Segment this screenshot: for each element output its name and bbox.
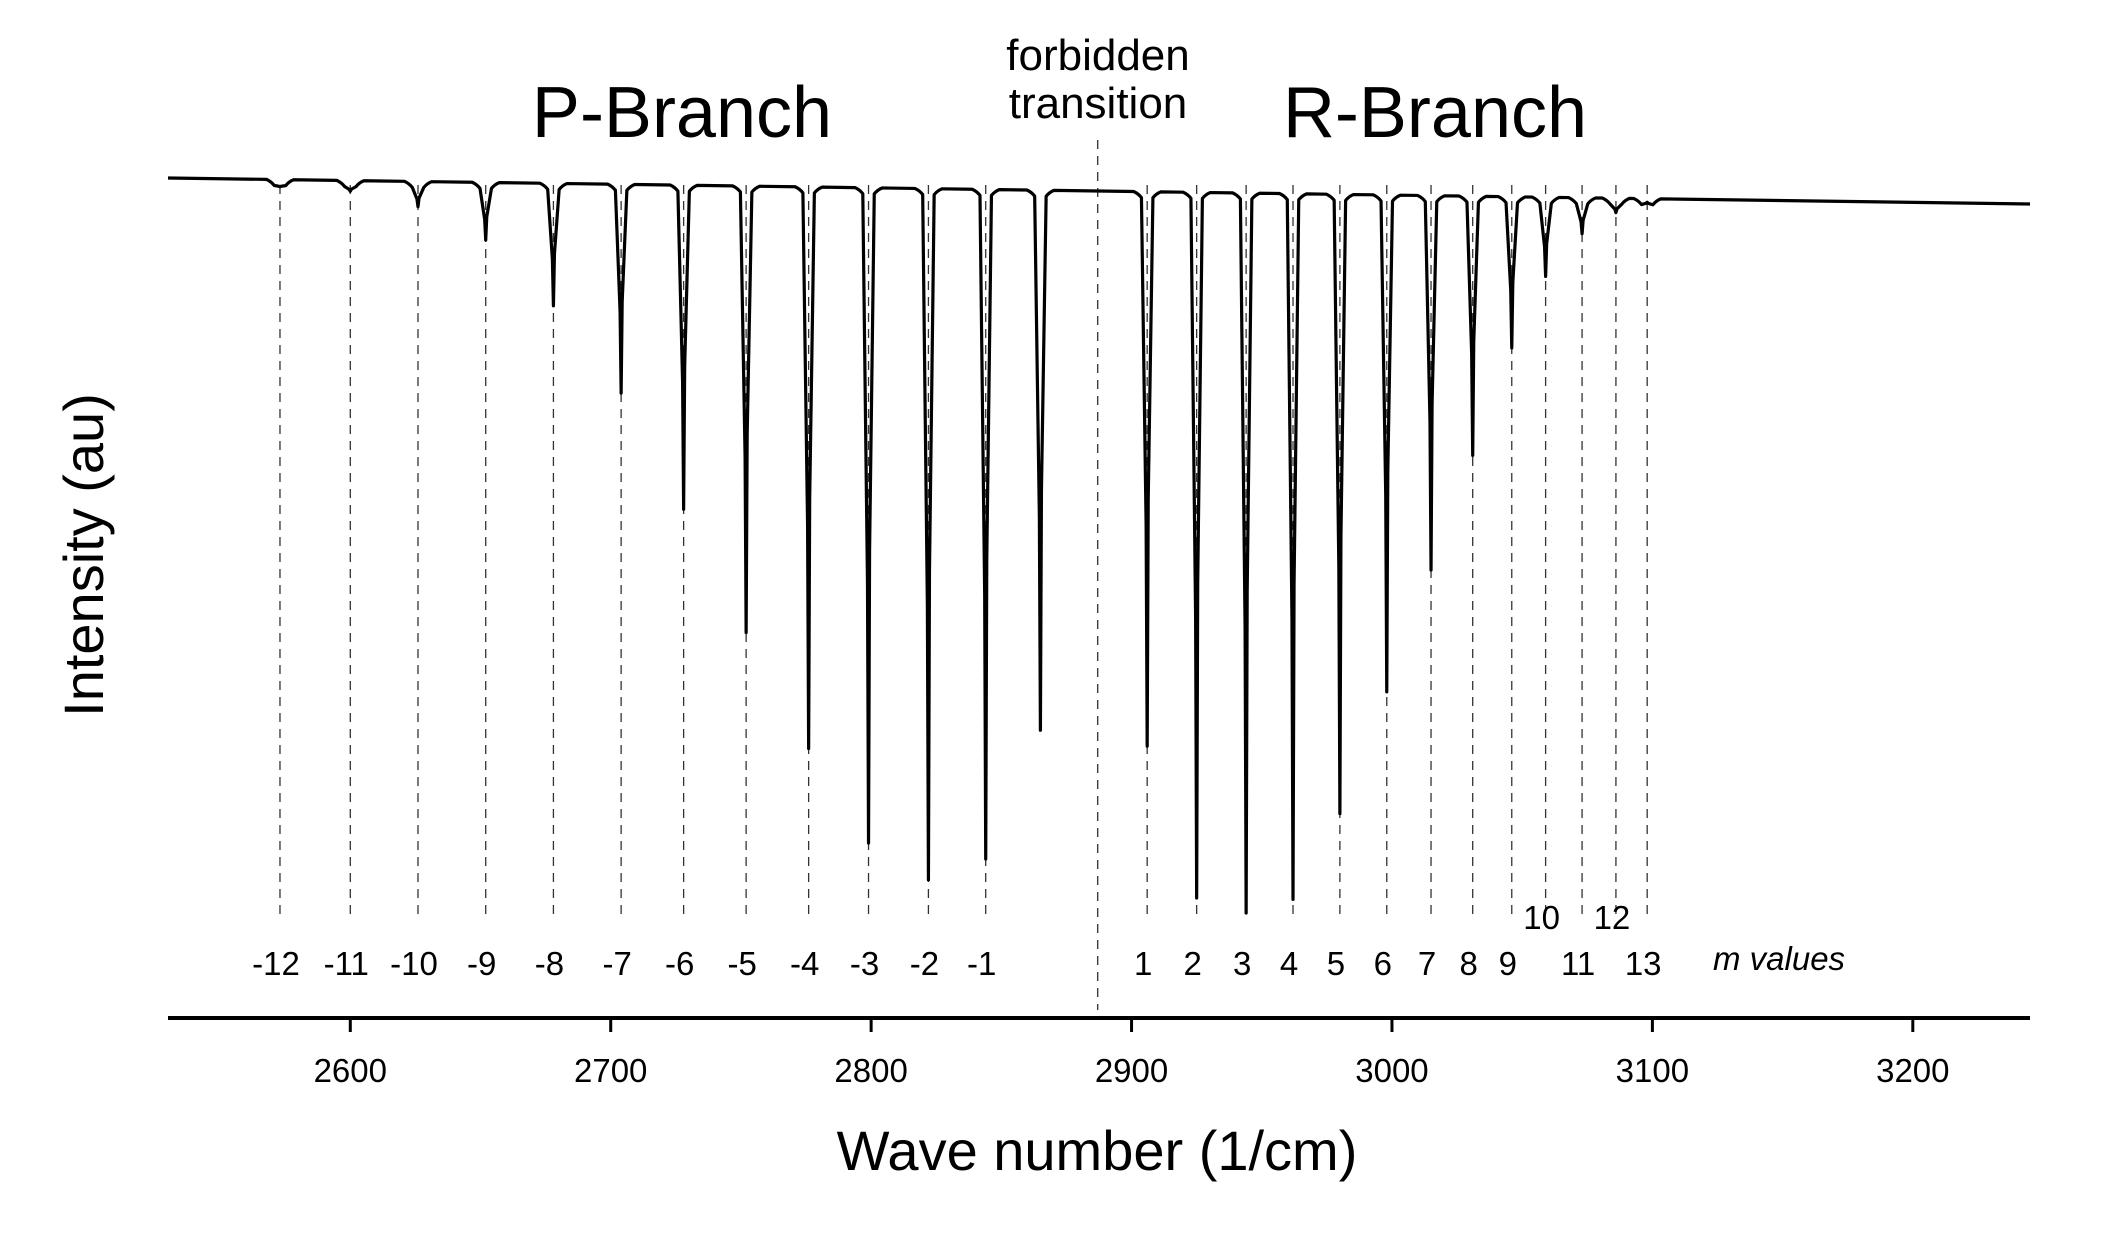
m-value-guide-lines — [279, 140, 1648, 1010]
m-value-label: -6 — [665, 945, 694, 982]
y-axis-label: Intensity (au) — [52, 393, 115, 717]
x-axis-label: Wave number (1/cm) — [837, 1119, 1358, 1182]
forbidden-label-line2: transition — [1009, 79, 1188, 128]
m-values-label: m values — [1713, 940, 1845, 977]
m-value-label: 12 — [1594, 899, 1631, 936]
x-tick-label: 2900 — [1095, 1052, 1168, 1089]
m-value-label: 11 — [1561, 945, 1595, 982]
m-value-label: 6 — [1374, 945, 1392, 982]
spectrum-line — [167, 176, 2031, 915]
m-value-label: -12 — [252, 945, 300, 982]
m-value-label: -4 — [790, 945, 819, 982]
m-value-labels: -12 -11 -10 -9 -8 -7 -6 -5 -4 -3 -2 -1 1 2 3 4 5 6 7 8 91011… — [252, 899, 1661, 982]
x-tick-label: 2600 — [314, 1052, 387, 1089]
m-value-label: -7 — [602, 945, 631, 982]
m-value-label: 4 — [1280, 945, 1298, 982]
m-value-label: 5 — [1327, 945, 1345, 982]
m-value-label: -1 — [967, 945, 996, 982]
p-branch-label: P-Branch — [532, 73, 832, 153]
r-branch-label: R-Branch — [1283, 73, 1587, 153]
m-value-label: -3 — [850, 945, 879, 982]
m-value-label: -9 — [467, 945, 496, 982]
x-axis-ticks: 2600 2700 2800 2900 3000 3100 3200 — [314, 1018, 1950, 1089]
x-tick-label: 2800 — [834, 1052, 907, 1089]
m-value-label: 13 — [1625, 945, 1662, 982]
m-value-label: -10 — [390, 945, 438, 982]
x-tick-label: 3200 — [1876, 1052, 1949, 1089]
x-tick-label: 2700 — [574, 1052, 647, 1089]
m-value-label: 7 — [1418, 945, 1436, 982]
m-value-label: -11 — [324, 945, 369, 982]
m-value-label: 2 — [1183, 945, 1201, 982]
x-tick-label: 3100 — [1616, 1052, 1689, 1089]
m-value-label: 10 — [1523, 899, 1560, 936]
m-value-label: -2 — [910, 945, 939, 982]
m-value-label: 1 — [1134, 945, 1152, 982]
spectrum-trace — [167, 176, 2031, 915]
m-value-label: -8 — [535, 945, 564, 982]
m-value-label: -5 — [727, 945, 756, 982]
m-value-label: 8 — [1460, 945, 1478, 982]
x-tick-label: 3000 — [1355, 1052, 1428, 1089]
m-value-label: 3 — [1233, 945, 1251, 982]
m-value-label: 9 — [1499, 945, 1517, 982]
forbidden-label-line1: forbidden — [1006, 31, 1189, 80]
